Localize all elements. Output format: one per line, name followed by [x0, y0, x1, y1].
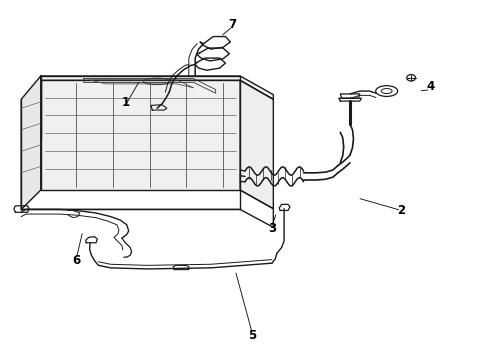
Text: 6: 6	[73, 254, 80, 267]
Text: 2: 2	[397, 204, 405, 217]
Text: 5: 5	[248, 329, 256, 342]
Text: 4: 4	[427, 80, 435, 93]
Polygon shape	[41, 76, 273, 99]
Text: 7: 7	[229, 18, 237, 31]
Polygon shape	[21, 76, 41, 210]
Polygon shape	[41, 80, 240, 190]
Polygon shape	[240, 80, 273, 209]
Text: 3: 3	[268, 222, 276, 235]
Text: 1: 1	[121, 96, 129, 109]
